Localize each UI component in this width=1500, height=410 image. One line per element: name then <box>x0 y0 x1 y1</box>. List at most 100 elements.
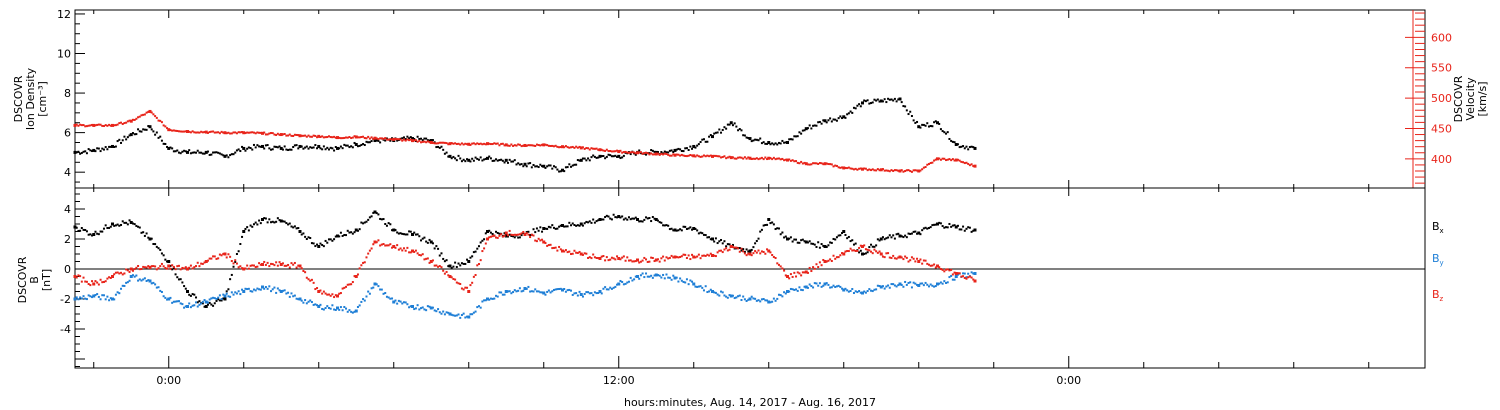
density-fill-dot <box>849 110 852 113</box>
b-by-fill-dot <box>160 290 163 293</box>
density-fill-dot <box>616 155 619 158</box>
density-fill-dot <box>160 139 163 142</box>
velocity-fill-dot <box>956 158 959 161</box>
velocity-fill-dot <box>639 151 642 154</box>
density-fill-dot <box>244 149 247 152</box>
density-point <box>673 148 677 152</box>
b-bx-point <box>448 264 452 268</box>
density-fill-dot <box>106 148 109 151</box>
b-by-fill-dot <box>416 304 419 307</box>
density-fill-dot <box>808 124 811 127</box>
b-bz-fill-dot <box>512 234 515 237</box>
b-by-fill-dot <box>339 306 342 309</box>
b-by-fill-dot <box>796 289 799 292</box>
b-by-fill-dot <box>382 292 385 295</box>
b-bz-fill-dot <box>442 269 445 272</box>
velocity-point <box>148 109 152 113</box>
density-fill-dot <box>587 157 590 160</box>
density-fill-dot <box>268 147 271 150</box>
density-fill-dot <box>682 150 685 153</box>
b-bz-fill-dot <box>945 268 948 271</box>
b-bz-fill-dot <box>416 252 419 255</box>
b-bx-fill-dot <box>384 223 387 226</box>
b-bz-fill-dot <box>641 259 644 262</box>
b-by-fill-dot <box>595 292 598 295</box>
density-fill-dot <box>251 148 254 151</box>
velocity-fill-dot <box>672 153 675 156</box>
b-by-fill-dot <box>791 288 794 291</box>
velocity-fill-dot <box>324 136 327 139</box>
b-by-fill-dot <box>774 299 777 302</box>
b-bz-fill-dot <box>612 257 615 260</box>
b-bx-fill-dot <box>721 242 724 245</box>
b-bx-fill-dot <box>109 225 112 228</box>
density-fill-dot <box>203 152 206 155</box>
b-bz-fill-dot <box>593 256 596 259</box>
b-bz-fill-dot <box>481 250 484 253</box>
density-fill-dot <box>941 130 944 133</box>
velocity-fill-dot <box>283 132 286 135</box>
density-fill-dot <box>795 135 798 138</box>
velocity-fill-dot <box>142 113 145 116</box>
density-fill-dot <box>239 150 242 153</box>
b-by-fill-dot <box>193 304 196 307</box>
density-fill-dot <box>916 120 919 123</box>
density-fill-dot <box>800 132 803 135</box>
velocity-fill-dot <box>791 159 794 162</box>
b-bx-fill-dot <box>685 227 688 230</box>
b-bz-fill-dot <box>276 264 279 267</box>
density-fill-dot <box>621 156 624 159</box>
velocity-fill-dot <box>191 130 194 133</box>
density-fill-dot <box>346 144 349 147</box>
b-bz-fill-dot <box>326 293 329 296</box>
density-fill-dot <box>300 145 303 148</box>
density-fill-dot <box>353 141 356 144</box>
b-bz-fill-dot <box>254 266 257 269</box>
density-fill-dot <box>402 136 405 139</box>
density-fill-dot <box>229 154 232 157</box>
b-by-fill-dot <box>638 277 641 280</box>
b-bx-fill-dot <box>183 285 186 288</box>
b-bz-fill-dot <box>77 274 80 277</box>
density-fill-dot <box>431 139 434 142</box>
velocity-axis-label: DSCOVR Velocity [km/s] <box>1452 75 1489 122</box>
b-bx-fill-dot <box>472 251 475 254</box>
b-bx-fill-dot <box>600 218 603 221</box>
density-fill-dot <box>321 148 324 151</box>
velocity-fill-dot <box>252 131 255 134</box>
velocity-fill-dot <box>210 130 213 133</box>
velocity-fill-dot <box>685 155 688 158</box>
density-fill-dot <box>515 163 518 166</box>
top-panel-frame <box>74 9 1426 189</box>
b-bx-fill-dot <box>345 234 348 237</box>
b-by-fill-dot <box>685 278 688 281</box>
density-fill-dot <box>812 124 815 127</box>
b-by-fill-dot <box>225 292 228 295</box>
b-bz-fill-dot <box>484 242 487 245</box>
b-bz-fill-dot <box>97 283 100 286</box>
b-bz-fill-dot <box>905 256 908 259</box>
b-bz-fill-dot <box>256 265 259 268</box>
density-fill-dot <box>747 136 750 139</box>
b-bz-fill-dot <box>380 243 383 246</box>
b-bz-fill-dot <box>259 263 262 266</box>
b-bz-fill-dot <box>210 257 213 260</box>
b-bz-fill-dot <box>498 234 501 237</box>
b-by-fill-dot <box>544 293 547 296</box>
velocity-fill-dot <box>825 162 828 165</box>
b-bx-fill-dot <box>714 237 717 240</box>
velocity-fill-dot <box>525 144 528 147</box>
b-bz-fill-dot <box>193 266 196 269</box>
velocity-fill-dot <box>413 139 416 142</box>
b-bz-fill-dot <box>462 288 465 291</box>
b-bz-fill-dot <box>302 270 305 273</box>
b-bx-fill-dot <box>902 236 905 239</box>
density-fill-dot <box>839 115 842 118</box>
velocity-fill-dot <box>302 134 305 137</box>
b-bx-point <box>879 237 883 241</box>
density-fill-dot <box>556 168 559 171</box>
velocity-point <box>711 154 714 158</box>
b-by-fill-dot <box>798 286 801 289</box>
velocity-fill-dot <box>909 170 912 173</box>
density-fill-dot <box>731 124 734 127</box>
